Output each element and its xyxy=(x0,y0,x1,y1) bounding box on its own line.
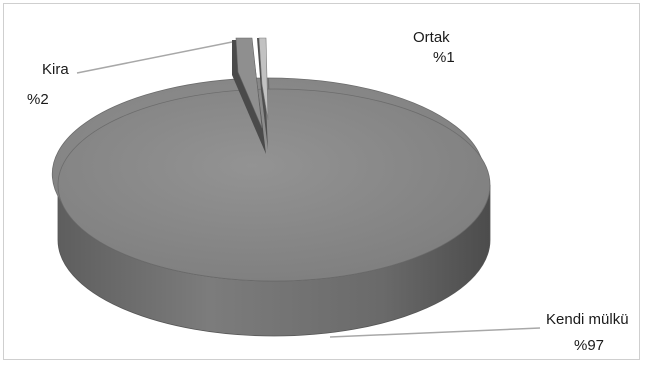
value-label-ortak: %1 xyxy=(433,49,455,66)
leader-line-kira xyxy=(76,41,233,74)
slice-kira[interactable] xyxy=(232,37,266,154)
value-label-kira: %2 xyxy=(27,91,49,108)
slice-kendi-mulku-top xyxy=(57,88,491,282)
label-ortak: Ortak xyxy=(413,29,450,46)
label-kira: Kira xyxy=(42,61,69,78)
leader-line-kendi-mulku xyxy=(329,327,541,338)
label-kendi-mulku: Kendi mülkü xyxy=(546,311,629,328)
slice-ortak[interactable] xyxy=(257,37,269,150)
value-label-kendi-mulku: %97 xyxy=(574,337,604,354)
